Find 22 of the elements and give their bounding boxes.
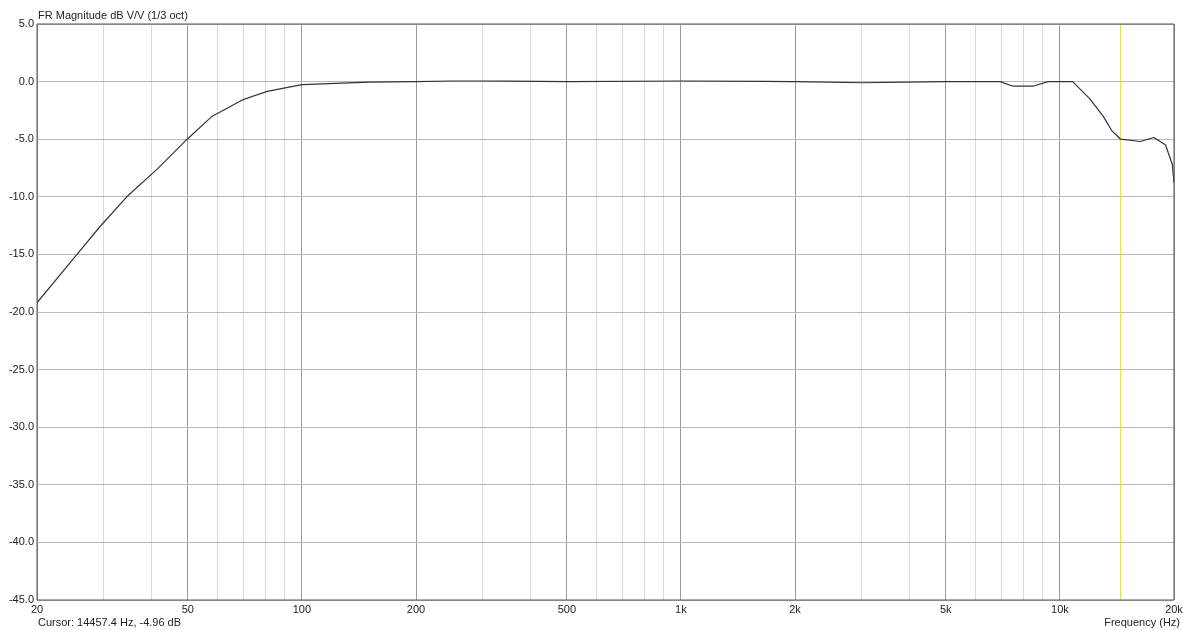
x-tick-label: 50 — [181, 602, 194, 615]
y-tick-label: -30.0 — [8, 420, 34, 433]
y-tick-label: -10.0 — [8, 189, 34, 202]
text: Cursor: 14457.4 Hz, -4.96 dB — [38, 616, 182, 628]
x-tick-label: 500 — [557, 602, 576, 615]
x-tick-label: 20k — [1165, 602, 1184, 615]
x-tick-label: 5k — [940, 602, 953, 615]
x-tick-label: 100 — [292, 602, 312, 615]
y-tick-label: -5.0 — [15, 132, 34, 145]
y-tick-label: -40.0 — [8, 535, 34, 548]
y-tick-label: -20.0 — [8, 305, 34, 318]
y-tick-label: -35.0 — [8, 477, 34, 490]
x-tick-label: 10k — [1051, 602, 1070, 615]
y-tick-label: 0.0 — [18, 74, 34, 87]
x-tick-label: 2k — [789, 602, 802, 615]
x-tick-label: 200 — [406, 602, 426, 615]
x-axis-title: Frequency (Hz) — [1104, 616, 1180, 628]
x-tick-label: 1k — [675, 602, 688, 615]
chart-title: FR Magnitude dB V/V (1/3 oct) — [38, 9, 188, 21]
y-tick-label: -25.0 — [8, 362, 34, 375]
y-tick-label: 5.0 — [18, 17, 34, 30]
y-tick-label: -15.0 — [8, 247, 34, 260]
